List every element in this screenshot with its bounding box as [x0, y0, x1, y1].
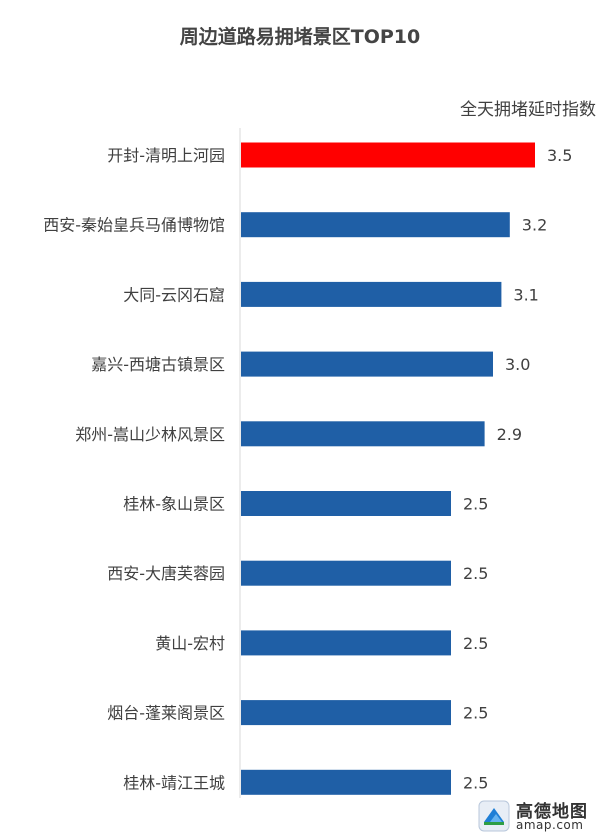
value-label: 2.5 — [463, 495, 488, 514]
category-label: 郑州-嵩山少林风景区 — [75, 425, 225, 444]
category-label: 桂林-靖江王城 — [123, 773, 225, 792]
brand-url: amap.com — [516, 818, 584, 832]
category-label: 西安-秦始皇兵马俑博物馆 — [43, 216, 225, 235]
bar — [241, 560, 451, 586]
value-label: 3.0 — [505, 355, 530, 374]
value-label: 3.2 — [522, 216, 547, 235]
category-label: 桂林-象山景区 — [123, 495, 225, 514]
bars-group: 开封-清明上河园 3.5 西安-秦始皇兵马俑博物馆 3.2 大同-云冈石窟 3.1 嘉兴-西… — [43, 142, 572, 795]
amap-watermark: 高德地图 amap.com — [476, 796, 594, 836]
bar — [241, 700, 451, 726]
value-label: 3.5 — [547, 146, 572, 165]
value-label: 2.5 — [463, 564, 488, 583]
value-label: 2.5 — [463, 773, 488, 792]
category-label: 嘉兴-西塘古镇景区 — [91, 355, 225, 374]
value-label: 2.5 — [463, 634, 488, 653]
axis-caption: 全天拥堵延时指数 — [460, 100, 596, 120]
bar — [241, 212, 510, 238]
category-label: 西安-大唐芙蓉园 — [107, 564, 225, 583]
bar — [241, 630, 451, 656]
bar — [241, 769, 451, 795]
bar — [241, 142, 535, 168]
category-label: 黄山-宏村 — [155, 634, 225, 653]
bar — [241, 281, 502, 307]
value-label: 2.5 — [463, 704, 488, 723]
chart-title: 周边道路易拥堵景区TOP10 — [179, 26, 421, 48]
category-label: 开封-清明上河园 — [107, 146, 225, 165]
category-label: 大同-云冈石窟 — [123, 285, 225, 304]
bar — [241, 351, 493, 377]
bar — [241, 421, 485, 447]
bar — [241, 491, 451, 516]
amap-logo-icon — [478, 800, 510, 832]
brand-name: 高德地图 — [516, 802, 588, 822]
value-label: 2.9 — [497, 425, 522, 444]
value-label: 3.1 — [513, 285, 538, 304]
category-label: 烟台-蓬莱阁景区 — [107, 704, 225, 723]
